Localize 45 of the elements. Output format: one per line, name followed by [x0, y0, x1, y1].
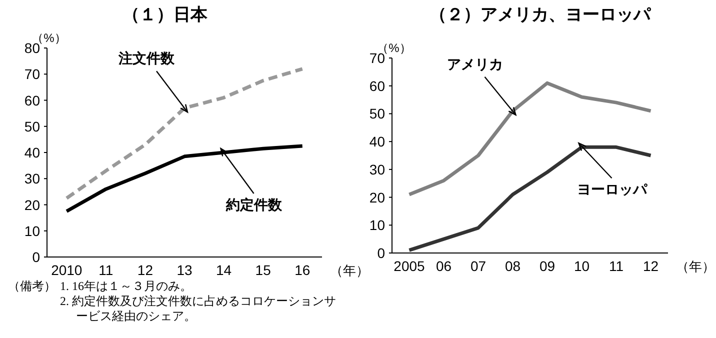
x-tick-label: 16	[294, 262, 310, 278]
x-tick-label: 08	[504, 258, 521, 274]
x-tick-label: 11	[608, 258, 624, 274]
series-label: ヨーロッパ	[576, 181, 648, 198]
y-tick-label: 40	[24, 144, 40, 160]
y-tick-label: 20	[369, 189, 386, 206]
y-tick-label: 10	[24, 222, 40, 239]
x-tick-label: 07	[470, 258, 486, 274]
x-axis-title: （年）	[330, 263, 369, 278]
y-tick-label: 0	[32, 249, 40, 265]
line-series	[64, 144, 304, 214]
text: 2. 約定件数及び注文件数に占めるコロケーションサービス経由のシェア。	[60, 294, 336, 323]
x-tick-label: 10	[574, 258, 590, 274]
x-tick-label: 11	[98, 262, 114, 278]
y-tick-label: 30	[24, 170, 40, 187]
y-tick-label: 20	[24, 196, 40, 213]
text: 1. 16年は１～３月のみ。	[60, 279, 192, 293]
y-tick-label: 40	[369, 134, 386, 150]
x-tick-label: 09	[539, 258, 556, 274]
x-tick-label: 12	[642, 258, 659, 274]
x-axis-title: （年）	[676, 259, 715, 274]
chart-title: （１）日本	[122, 5, 208, 24]
text: （備考）	[8, 279, 56, 293]
x-tick-label: 2005	[394, 258, 426, 274]
text: 注文件数	[118, 50, 176, 66]
y-tick-label: 60	[369, 78, 386, 94]
text: アメリカ	[446, 56, 503, 72]
line-series	[408, 81, 652, 196]
x-tick-label: 14	[216, 262, 232, 278]
x-tick-label: 13	[176, 262, 192, 278]
y-tick-label: 50	[369, 106, 386, 122]
y-tick-label: 80	[24, 40, 40, 56]
x-tick-label: 2010	[51, 262, 82, 278]
x-tick-label: 15	[255, 262, 272, 278]
y-tick-label: 50	[24, 118, 40, 134]
y-tick-label: 0	[377, 245, 386, 261]
y-tick-label: 30	[369, 161, 386, 178]
text: 約定件数	[224, 196, 283, 212]
y-tick-label: 70	[24, 66, 40, 82]
y-tick-label: 70	[369, 50, 386, 66]
y-tick-label: 60	[24, 92, 40, 108]
chart-title: （２）アメリカ、ヨーロッパ	[430, 5, 652, 24]
x-tick-label: 12	[137, 262, 154, 278]
y-tick-label: 10	[369, 217, 386, 234]
x-tick-label: 06	[436, 258, 452, 274]
